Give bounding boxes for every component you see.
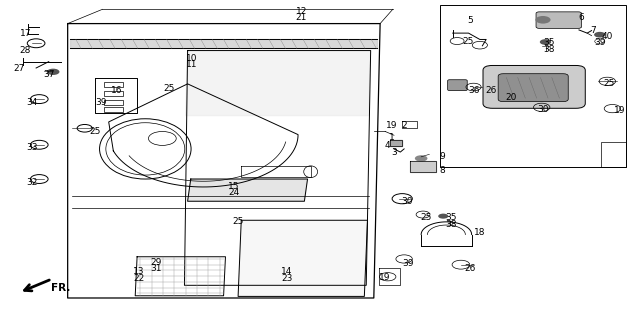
Polygon shape: [389, 140, 402, 146]
Circle shape: [415, 155, 427, 162]
Text: 22: 22: [133, 274, 145, 283]
Text: 8: 8: [439, 166, 445, 175]
Text: 19: 19: [379, 273, 391, 282]
Text: 25: 25: [420, 213, 431, 222]
Bar: [103, 107, 122, 112]
Text: 38: 38: [445, 220, 456, 228]
Text: 33: 33: [26, 143, 37, 152]
Text: 25: 25: [163, 84, 174, 93]
Bar: [103, 82, 122, 87]
Circle shape: [535, 16, 550, 24]
Text: 32: 32: [26, 178, 37, 187]
Text: 18: 18: [474, 228, 486, 237]
Text: 39: 39: [594, 38, 605, 47]
Bar: [103, 91, 122, 96]
Circle shape: [438, 214, 448, 219]
Text: 4: 4: [385, 141, 391, 150]
Polygon shape: [186, 51, 371, 116]
Text: 19: 19: [614, 106, 626, 115]
Text: 35: 35: [445, 213, 456, 222]
Text: 30: 30: [537, 105, 549, 114]
Text: 28: 28: [20, 46, 31, 55]
Text: 26: 26: [485, 86, 496, 95]
Text: 25: 25: [463, 37, 474, 46]
Text: 10: 10: [186, 54, 198, 63]
Text: 24: 24: [228, 188, 239, 197]
Bar: [103, 100, 122, 105]
Text: 31: 31: [150, 264, 162, 273]
Text: 3: 3: [391, 148, 397, 156]
FancyBboxPatch shape: [448, 80, 467, 91]
Text: 38: 38: [543, 45, 555, 54]
Text: 19: 19: [385, 121, 398, 130]
Text: 27: 27: [13, 63, 25, 73]
Circle shape: [540, 39, 551, 45]
Text: 37: 37: [43, 70, 55, 79]
Text: 26: 26: [464, 264, 476, 273]
Text: 39: 39: [403, 259, 414, 268]
Text: 1: 1: [389, 133, 394, 142]
Polygon shape: [238, 220, 368, 296]
Text: 29: 29: [150, 258, 162, 267]
Text: 7: 7: [591, 26, 597, 35]
Text: FR.: FR.: [51, 284, 70, 293]
Text: 36: 36: [468, 86, 479, 95]
Bar: [440, 5, 626, 167]
FancyBboxPatch shape: [498, 74, 568, 102]
Text: 17: 17: [20, 28, 31, 38]
Text: 14: 14: [281, 267, 292, 276]
Polygon shape: [188, 179, 307, 201]
Text: 21: 21: [295, 13, 307, 22]
Circle shape: [594, 32, 605, 37]
Text: 15: 15: [228, 181, 240, 190]
Text: 34: 34: [26, 99, 37, 108]
Text: 30: 30: [401, 197, 412, 206]
Text: 20: 20: [506, 93, 517, 102]
Text: 23: 23: [281, 274, 292, 283]
Text: 16: 16: [110, 86, 122, 95]
Text: 25: 25: [233, 217, 244, 226]
Text: 2: 2: [401, 121, 407, 130]
Polygon shape: [410, 161, 436, 172]
FancyBboxPatch shape: [536, 12, 581, 28]
Text: 40: 40: [602, 32, 613, 41]
Text: 11: 11: [186, 60, 198, 69]
Text: 6: 6: [578, 13, 584, 22]
Text: 12: 12: [295, 7, 307, 16]
Text: 5: 5: [467, 16, 472, 25]
Text: 25: 25: [603, 79, 614, 88]
Circle shape: [47, 69, 60, 75]
FancyBboxPatch shape: [483, 66, 585, 108]
Text: 13: 13: [133, 267, 145, 276]
Text: 25: 25: [89, 127, 101, 136]
Text: 9: 9: [439, 152, 445, 161]
Text: 35: 35: [543, 38, 555, 47]
Text: 39: 39: [95, 99, 107, 108]
Bar: [601, 142, 626, 167]
